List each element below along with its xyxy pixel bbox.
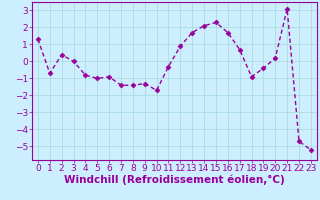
X-axis label: Windchill (Refroidissement éolien,°C): Windchill (Refroidissement éolien,°C) <box>64 175 285 185</box>
